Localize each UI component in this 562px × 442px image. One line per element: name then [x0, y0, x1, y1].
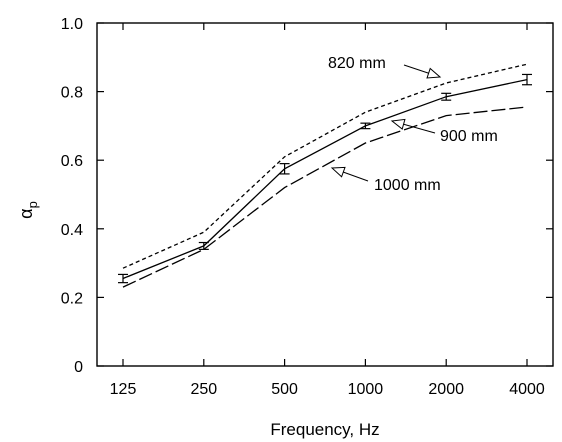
annotation-label: 820 mm — [328, 55, 386, 72]
x-tick-label: 4000 — [509, 381, 545, 398]
series-line-0 — [122, 63, 528, 269]
y-tick-label: 0.6 — [61, 153, 83, 170]
series-line-1 — [122, 78, 528, 280]
series-line-2 — [122, 106, 528, 288]
y-tick-label: 0.8 — [61, 85, 83, 102]
x-tick-label: 125 — [110, 381, 137, 398]
annotations: 820 mm 900 mm 1000 mm — [328, 55, 498, 194]
series-group — [122, 63, 528, 288]
annotation-label: 900 mm — [440, 128, 498, 145]
annotation-label: 1000 mm — [374, 177, 441, 194]
x-tick-label: 1000 — [348, 381, 384, 398]
y-axis-label-main: α — [16, 208, 36, 218]
x-tick-label: 250 — [190, 381, 217, 398]
y-axis-label: αp — [16, 201, 40, 219]
plot-frame — [96, 22, 554, 367]
x-axis-label: Frequency, Hz — [270, 420, 379, 439]
annotation-arrow-head — [330, 166, 346, 178]
annotation-arrow-head — [390, 118, 406, 130]
annotation-arrow-head — [426, 67, 442, 79]
error-bars — [118, 73, 532, 284]
y-axis-ticks: 0 0.2 0.4 0.6 0.8 1.0 — [61, 16, 553, 376]
svg-text:αp: αp — [16, 201, 40, 219]
x-tick-label: 500 — [271, 381, 298, 398]
y-tick-label: 1.0 — [61, 16, 83, 33]
x-axis-ticks: 125 250 500 1000 2000 4000 — [110, 23, 545, 398]
y-tick-label: 0.2 — [61, 290, 83, 307]
x-tick-label: 2000 — [428, 381, 464, 398]
y-tick-label: 0.4 — [61, 222, 83, 239]
y-axis-label-sub: p — [25, 201, 40, 208]
y-tick-label: 0 — [74, 359, 83, 376]
